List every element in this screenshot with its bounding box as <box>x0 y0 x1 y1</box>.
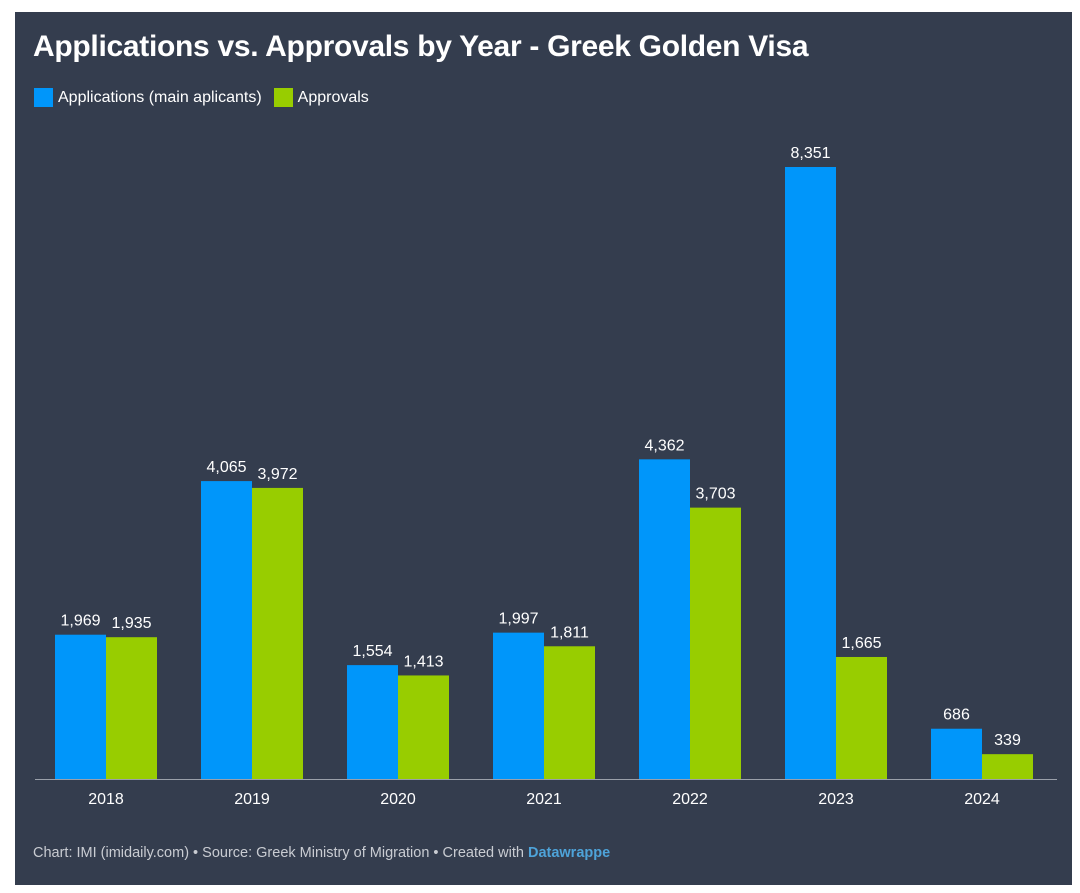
legend-label-approvals: Approvals <box>297 88 369 106</box>
legend-entry-approvals: Approvals <box>273 88 369 107</box>
value-label-applications-2023: 8,351 <box>790 145 830 162</box>
bar-approvals-2022 <box>690 507 741 779</box>
value-label-applications-2021: 1,997 <box>498 611 538 628</box>
bar-approvals-2018 <box>106 637 157 779</box>
x-tick-label-2023: 2023 <box>818 791 854 808</box>
value-label-applications-2019: 4,065 <box>206 459 246 476</box>
chart-container: Applications vs. Approvals by Year - Gre… <box>15 12 1072 885</box>
bar-approvals-2024 <box>982 754 1033 779</box>
bar-applications-2020 <box>347 665 398 779</box>
x-tick-label-2020: 2020 <box>380 791 416 808</box>
x-tick-label-2021: 2021 <box>526 791 562 808</box>
bar-applications-2023 <box>785 167 836 779</box>
chart-title: Applications vs. Approvals by Year - Gre… <box>33 30 809 63</box>
value-label-applications-2022: 4,362 <box>644 437 684 454</box>
value-label-applications-2018: 1,969 <box>60 613 100 630</box>
value-label-approvals-2022: 3,703 <box>695 486 735 503</box>
bar-applications-2022 <box>639 459 690 779</box>
value-label-applications-2024: 686 <box>943 707 970 724</box>
value-label-approvals-2021: 1,811 <box>550 624 589 641</box>
datawrapper-link[interactable]: Datawrappe <box>527 845 611 861</box>
footer-source-text: Chart: IMI (imidaily.com) • Source: Gree… <box>33 845 524 861</box>
bar-approvals-2023 <box>836 656 887 779</box>
legend: Applications (main aplicants) Approvals <box>34 88 381 107</box>
bar-approvals-2020 <box>398 675 449 779</box>
bar-applications-2021 <box>493 632 544 779</box>
value-label-approvals-2023: 1,665 <box>841 635 881 652</box>
legend-label-applications: Applications (main aplicants) <box>58 88 262 106</box>
value-label-applications-2020: 1,554 <box>352 643 392 660</box>
value-label-approvals-2020: 1,413 <box>403 653 443 670</box>
bar-applications-2024 <box>931 728 982 779</box>
legend-entry-applications: Applications (main aplicants) <box>34 88 262 107</box>
bar-applications-2018 <box>55 634 106 779</box>
value-label-approvals-2024: 339 <box>994 732 1021 749</box>
bar-approvals-2019 <box>252 487 303 779</box>
value-label-approvals-2018: 1,935 <box>111 615 151 632</box>
x-tick-label-2018: 2018 <box>88 791 124 808</box>
chart-footer: Chart: IMI (imidaily.com) • Source: Gree… <box>33 845 610 861</box>
value-label-approvals-2019: 3,972 <box>257 466 297 483</box>
legend-swatch-approvals <box>273 88 293 107</box>
bar-chart-plot: 1,969 1,935 2018 4,065 3,972 2019 1,554 1,413 20… <box>35 145 1057 808</box>
legend-swatch-applications <box>34 88 53 107</box>
x-tick-label-2022: 2022 <box>672 791 708 808</box>
bar-applications-2019 <box>201 481 252 779</box>
x-tick-label-2019: 2019 <box>234 791 270 808</box>
x-tick-label-2024: 2024 <box>964 791 1000 808</box>
bar-approvals-2021 <box>544 646 595 779</box>
